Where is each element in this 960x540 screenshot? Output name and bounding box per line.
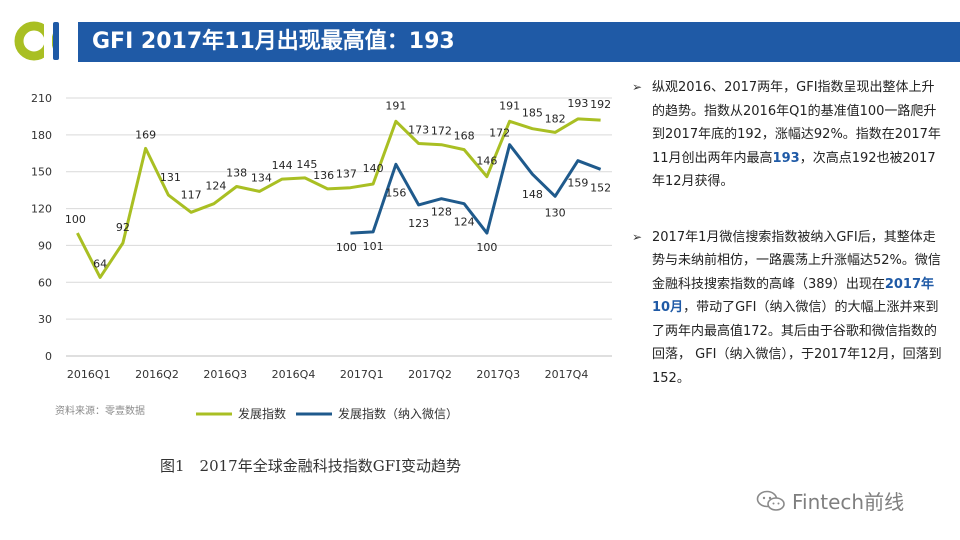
page-title: GFI 2017年11月出现最高值：193	[92, 29, 455, 54]
data-label: 193	[567, 97, 588, 110]
data-label: 182	[545, 112, 566, 125]
wechat-icon	[756, 490, 785, 511]
data-label: 145	[296, 158, 317, 171]
y-axis: 0 30 60 90 120 150 180 210	[31, 92, 52, 363]
data-label: 92	[116, 221, 130, 234]
legend-label-series-1: 发展指数	[238, 406, 286, 421]
x-tick-label: 2017Q4	[545, 368, 589, 381]
data-label: 123	[408, 217, 429, 230]
bullet-2-highlight: 2017年10月	[652, 276, 935, 316]
bullet-2-text-b: ，带动了GFI（纳入微信）的大幅上涨并来到了两年内最高值172。其后由于谷歌和微…	[652, 300, 942, 386]
data-label: 100	[336, 241, 357, 254]
data-label: 134	[251, 171, 272, 184]
data-label: 191	[499, 99, 520, 112]
x-tick-label: 2016Q2	[135, 368, 179, 381]
data-label: 168	[454, 130, 475, 143]
watermark-text: Fintech前线	[792, 490, 905, 514]
x-tick-label: 2017Q2	[408, 368, 452, 381]
y-tick-label: 60	[38, 276, 52, 289]
data-label: 124	[205, 180, 226, 193]
data-label: 146	[476, 155, 497, 168]
bullet-arrow-icon: ➢	[632, 80, 643, 94]
commentary-panel: ➢ 纵观2016、2017两年，GFI指数呈现出整体上升的趋势。指数从2016年…	[628, 76, 946, 390]
data-label: 156	[385, 186, 406, 199]
data-label: 191	[385, 99, 406, 112]
data-label: 152	[590, 181, 611, 194]
x-tick-label: 2017Q1	[340, 368, 384, 381]
data-label: 185	[522, 107, 543, 120]
y-tick-label: 90	[38, 239, 52, 252]
watermark: Fintech前线	[756, 486, 904, 515]
series-line-1	[76, 117, 601, 279]
data-label: 100	[65, 213, 86, 226]
logo-icon	[14, 21, 59, 61]
legend: 发展指数 发展指数（纳入微信）	[196, 406, 458, 421]
y-tick-label: 150	[31, 166, 52, 179]
series-line-2	[350, 143, 602, 235]
source-note: 资料来源：零壹数据	[55, 406, 145, 417]
data-label: 128	[431, 206, 452, 219]
data-label: 124	[454, 216, 475, 229]
data-label: 159	[567, 177, 588, 190]
data-label: 100	[476, 241, 497, 254]
data-label: 64	[93, 257, 107, 270]
data-label: 144	[272, 159, 293, 172]
data-label: 169	[135, 128, 156, 141]
data-label: 136	[313, 169, 334, 182]
data-label: 172	[431, 125, 452, 138]
y-tick-label: 180	[31, 129, 52, 142]
x-tick-label: 2016Q1	[67, 368, 111, 381]
header: GFI 2017年11月出现最高值：193	[0, 0, 960, 66]
bullet-2: ➢ 2017年1月微信搜索指数被纳入GFI后，其整体走势与未纳前相仿，一路震荡上…	[628, 226, 946, 391]
x-tick-label: 2016Q4	[272, 368, 316, 381]
bullet-1-text-a: 纵观2016、2017两年，GFI指数呈现出整体上升的趋势。指数从2016年Q1…	[652, 80, 941, 166]
y-tick-label: 30	[38, 313, 52, 326]
figure-caption: 图1 2017年全球金融科技指数GFI变动趋势	[160, 457, 462, 475]
series-layer	[76, 117, 602, 279]
data-label: 148	[522, 188, 543, 201]
data-label: 172	[489, 127, 510, 140]
data-label: 137	[336, 168, 357, 181]
data-label: 140	[363, 162, 384, 175]
legend-label-series-2: 发展指数（纳入微信）	[338, 406, 458, 421]
data-label: 117	[181, 188, 202, 201]
title-bar: GFI 2017年11月出现最高值：193	[78, 22, 960, 62]
data-label: 192	[590, 98, 611, 111]
bullet-1: ➢ 纵观2016、2017两年，GFI指数呈现出整体上升的趋势。指数从2016年…	[628, 76, 946, 194]
data-label: 101	[363, 240, 384, 253]
data-label: 130	[545, 206, 566, 219]
bullet-1-highlight: 193	[772, 150, 800, 166]
y-tick-label: 0	[45, 350, 52, 363]
x-tick-label: 2017Q3	[476, 368, 520, 381]
grid	[66, 97, 612, 357]
x-axis: 2016Q1 2016Q2 2016Q3 2016Q4 2017Q1 2017Q2 2017…	[67, 368, 588, 381]
y-tick-label: 120	[31, 203, 52, 216]
bullet-2-text-a: 2017年1月微信搜索指数被纳入GFI后，其整体走势与未纳前相仿，一路震荡上升涨…	[652, 229, 941, 292]
y-tick-label: 210	[31, 92, 52, 105]
data-label: 173	[408, 123, 429, 136]
bullet-arrow-icon: ➢	[632, 229, 643, 244]
data-label: 138	[226, 166, 247, 179]
data-label: 131	[160, 171, 181, 184]
bullet-1-text-b: ，次高点192也被2017年12月获得。	[652, 150, 936, 190]
x-tick-label: 2016Q3	[203, 368, 247, 381]
